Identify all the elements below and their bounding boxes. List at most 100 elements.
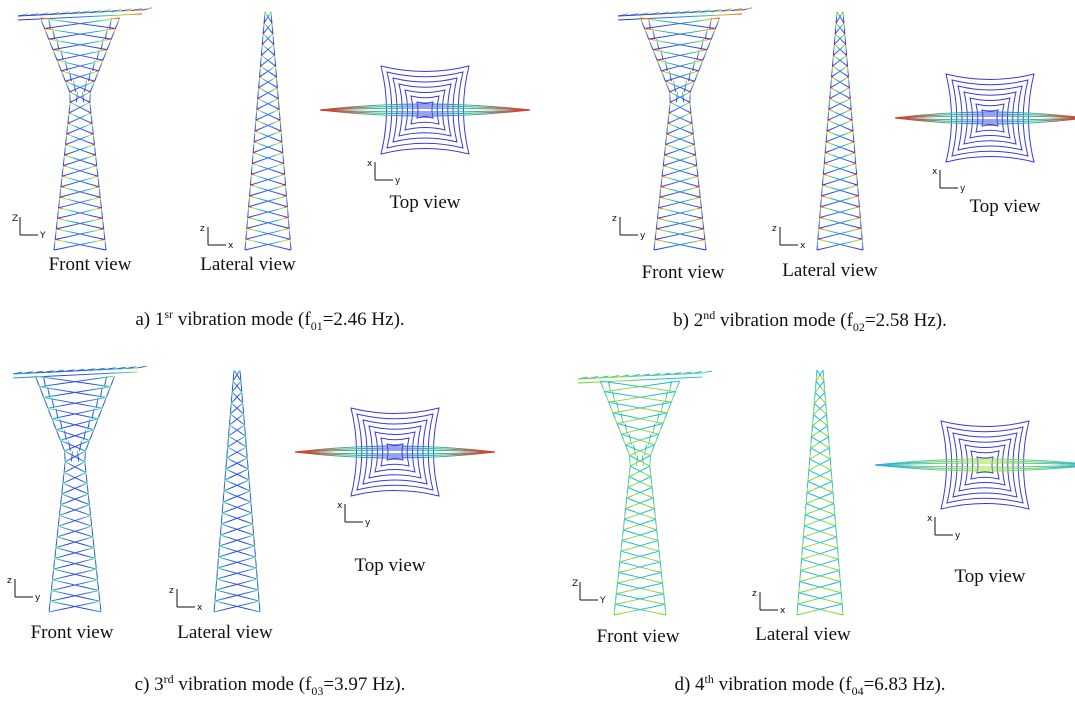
caption-label: b) 2 <box>673 310 703 331</box>
member <box>659 551 660 562</box>
member <box>248 207 249 218</box>
member <box>216 579 217 590</box>
member <box>251 163 252 174</box>
member <box>249 196 250 207</box>
member <box>697 166 698 177</box>
member <box>652 487 653 498</box>
axis-triad: zx <box>772 224 806 251</box>
member <box>628 477 629 488</box>
member <box>623 519 624 530</box>
view-label: Front view <box>49 254 132 275</box>
member <box>621 541 622 552</box>
member <box>61 60 103 71</box>
caption-text: =3.97 Hz). <box>323 674 405 695</box>
member <box>35 376 110 387</box>
member <box>653 50 703 61</box>
member <box>809 459 810 470</box>
caption-superscript: nd <box>703 308 715 322</box>
member <box>834 44 846 55</box>
member <box>214 601 215 612</box>
member <box>227 447 228 458</box>
member <box>832 66 848 77</box>
member <box>277 88 278 99</box>
member <box>832 55 846 66</box>
member <box>229 425 245 436</box>
member <box>668 113 669 124</box>
member <box>833 55 847 66</box>
member <box>665 604 666 615</box>
member <box>229 425 245 436</box>
lateral-tower <box>797 370 843 615</box>
member <box>262 44 274 55</box>
member <box>828 426 829 437</box>
member <box>626 498 627 509</box>
member <box>663 155 664 166</box>
member <box>827 120 828 131</box>
member <box>288 218 289 229</box>
caption-subscript: 03 <box>311 684 323 698</box>
axis-triad: ZY <box>572 579 606 606</box>
member <box>98 176 99 187</box>
caption-label: c) 3 <box>135 674 164 695</box>
member <box>82 92 83 103</box>
member <box>250 174 251 185</box>
member <box>826 131 827 142</box>
caption-superscript: th <box>705 672 714 686</box>
view-label: Front view <box>31 622 114 643</box>
member <box>823 163 824 174</box>
member <box>819 218 820 229</box>
member <box>50 591 51 602</box>
caption-text: vibration mode (f <box>715 310 853 331</box>
member <box>671 392 675 403</box>
member <box>103 218 104 229</box>
member <box>617 572 618 583</box>
lateral-tower <box>817 12 863 250</box>
member <box>252 153 253 164</box>
member <box>70 92 71 103</box>
member <box>99 60 103 71</box>
view-label: Top view <box>390 192 461 213</box>
member <box>90 92 91 103</box>
member <box>233 381 242 392</box>
member <box>89 505 90 516</box>
member <box>253 142 254 153</box>
member <box>814 403 826 414</box>
axis-triad: zx <box>200 224 234 251</box>
member <box>222 502 223 513</box>
member <box>812 426 813 437</box>
member <box>650 455 651 466</box>
member <box>231 403 243 414</box>
member <box>231 392 232 403</box>
member <box>600 381 604 392</box>
member <box>283 153 284 164</box>
member <box>69 102 90 113</box>
member <box>656 218 657 229</box>
member <box>832 481 833 492</box>
view-label: Lateral view <box>177 622 273 643</box>
member <box>40 387 44 398</box>
member <box>263 23 272 34</box>
member <box>814 392 825 403</box>
member <box>813 403 814 414</box>
member <box>810 448 811 459</box>
member <box>95 558 96 569</box>
member <box>704 229 705 240</box>
member <box>691 113 692 124</box>
axis-triad: xy <box>367 159 401 186</box>
member <box>52 569 53 580</box>
member <box>670 102 691 113</box>
member <box>70 102 91 113</box>
member <box>255 546 256 557</box>
triad-label: Y <box>39 231 46 241</box>
triad-label: y <box>35 593 41 603</box>
member <box>802 548 803 559</box>
member <box>285 174 286 185</box>
member <box>225 469 226 480</box>
member <box>630 466 651 477</box>
caption-text: =2.46 Hz). <box>323 309 405 330</box>
triad-label: x <box>367 159 373 169</box>
member <box>813 415 827 426</box>
member <box>40 18 115 29</box>
member <box>64 462 85 473</box>
triad-label: y <box>955 531 961 541</box>
